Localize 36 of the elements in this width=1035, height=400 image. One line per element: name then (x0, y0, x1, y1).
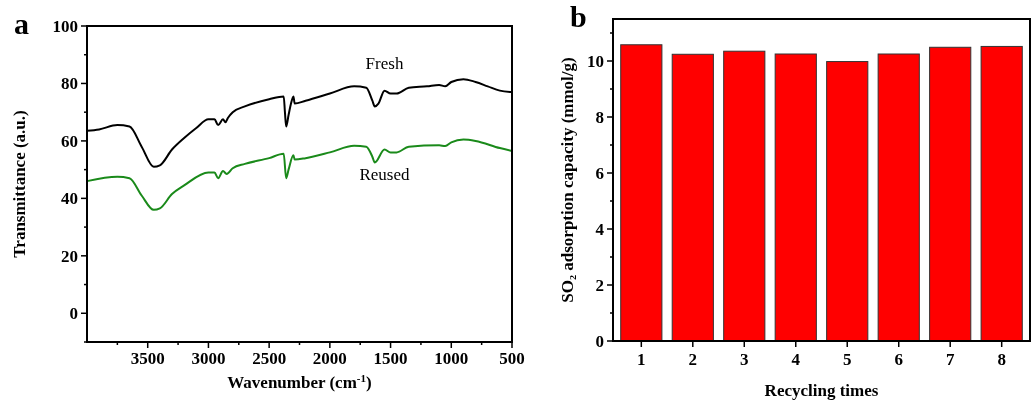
x-tick-label: 8 (997, 350, 1006, 369)
x-tick-label: 1 (637, 350, 646, 369)
y-tick-label: 40 (61, 189, 78, 209)
x-axis-title: Wavenumber (cm$^{-1}$) (227, 372, 372, 392)
x-tick-label: 1500 (373, 349, 408, 368)
y-tick-label: 8 (595, 107, 604, 127)
y-tick-label: 10 (587, 51, 604, 71)
y-tick-label: 0 (595, 331, 604, 351)
chart-title: a (14, 7, 29, 40)
x-tick-label: 3500 (130, 349, 165, 368)
chart-title: b (570, 0, 587, 33)
x-tick-label: 1000 (434, 349, 469, 368)
y-axis-title: SO₂ adsorption capacity (mmol/g) (558, 57, 577, 303)
y-tick-label: 20 (61, 246, 78, 266)
y-tick-label: 80 (61, 74, 78, 94)
x-tick-label: 500 (499, 349, 525, 368)
y-tick-label: 6 (595, 163, 604, 183)
y-tick-label: 0 (69, 304, 78, 324)
x-tick-label: 2500 (252, 349, 287, 368)
x-tick-label: 2 (688, 350, 698, 369)
series-label: Reused (359, 164, 411, 184)
x-tick-label: 7 (945, 350, 955, 369)
x-tick-label: 3000 (191, 349, 226, 368)
y-tick-label: 4 (595, 219, 605, 239)
y-tick-label: 100 (52, 16, 78, 36)
x-tick-label: 5 (842, 350, 852, 369)
series-label: Fresh (365, 53, 404, 73)
x-tick-label: 3 (740, 350, 749, 369)
line-series (86, 138, 513, 211)
y-tick-label: 2 (595, 275, 604, 295)
y-axis-title: Transmittance (a.u.) (10, 110, 29, 258)
x-axis-title: Recycling times (764, 381, 879, 400)
x-tick-label: 2000 (312, 349, 347, 368)
y-tick-label: 60 (61, 131, 78, 151)
x-tick-label: 4 (791, 350, 801, 369)
x-tick-label: 6 (894, 350, 903, 369)
